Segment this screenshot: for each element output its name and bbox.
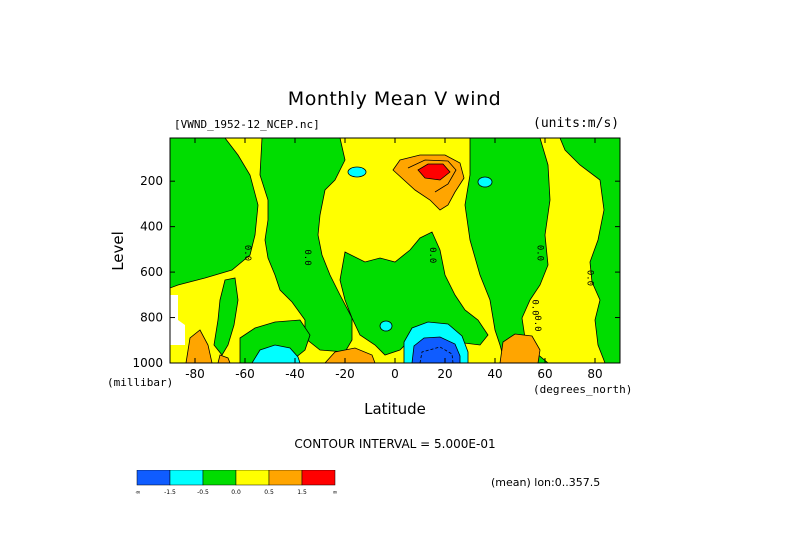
x-tick-label: 60 xyxy=(537,367,552,381)
x-tick-label: -80 xyxy=(185,367,205,381)
colorbar-tick-label: ∞ xyxy=(333,489,338,496)
colorbar-swatch xyxy=(136,470,171,486)
orange-patch xyxy=(499,333,541,363)
colorbar-swatch xyxy=(268,470,303,486)
chart-title: Monthly Mean V wind xyxy=(287,88,502,110)
x-axis-label: Latitude xyxy=(364,400,426,418)
cyan-pocket xyxy=(379,320,393,332)
contour-label: 0.0 xyxy=(532,315,542,331)
y-tick-label: 200 xyxy=(140,174,163,188)
colorbar-tick-label: 0.0 xyxy=(231,489,241,496)
contour-line xyxy=(419,346,454,363)
y-tick-label: 600 xyxy=(140,265,163,279)
contour-label: 0.0 xyxy=(585,270,595,286)
colorbar-tick-label: 1.5 xyxy=(297,489,307,496)
y-axis: 200 400 600 800 1000 xyxy=(132,174,620,370)
contour-label: 0.0 xyxy=(530,299,540,315)
y-tick-label: 800 xyxy=(140,311,163,325)
northward-jet-core xyxy=(417,163,451,181)
dataset-label: [VWND_1952-12_NCEP.nc] xyxy=(174,118,320,131)
y-tick-label: 400 xyxy=(140,220,163,234)
orange-patch xyxy=(324,347,376,363)
contour-label: 0.0 xyxy=(302,249,312,265)
x-units-label: (degrees_north) xyxy=(533,383,633,396)
x-tick-label: 20 xyxy=(437,367,452,381)
negative-region-arctic xyxy=(559,138,620,363)
mean-label: (mean) lon:0..357.5 xyxy=(491,476,601,489)
x-tick-label: -40 xyxy=(285,367,305,381)
x-tick-label: -60 xyxy=(235,367,255,381)
orange-patch xyxy=(185,329,213,363)
negative-region-sh xyxy=(170,138,259,289)
colorbar-tick-label: -0.5 xyxy=(197,489,209,496)
colorbar-tick-label: -∞ xyxy=(135,489,141,496)
missing-data xyxy=(170,295,185,345)
contour-label: 0.0 xyxy=(242,245,252,261)
filled-contours xyxy=(170,138,620,363)
cyan-pocket xyxy=(347,166,367,178)
colorbar-swatch xyxy=(169,470,204,486)
negative-region-eq xyxy=(339,231,489,356)
contour-label: 0.0 xyxy=(427,247,437,263)
colorbar-swatch xyxy=(202,470,237,486)
colorbar-swatch xyxy=(235,470,270,486)
contour-labels: 0.0 0.0 0.0 0.00.00.00.0 xyxy=(242,245,595,332)
y-tick-label: 1000 xyxy=(132,356,163,370)
x-tick-label: 0 xyxy=(391,367,399,381)
southward-jet-core xyxy=(411,336,461,363)
y-axis-label: Level xyxy=(109,231,127,271)
contour-line xyxy=(407,159,457,193)
cyan-pocket xyxy=(251,344,301,363)
orange-patch xyxy=(217,354,231,363)
colorbar-swatch xyxy=(301,470,336,486)
y-units-label: (millibar) xyxy=(107,376,174,389)
x-axis: -80 -60 -40 -20 0 20 40 60 80 xyxy=(185,138,603,381)
cyan-pocket xyxy=(477,176,493,188)
units-label: (units:m/s) xyxy=(533,116,620,131)
x-tick-label: -20 xyxy=(335,367,355,381)
x-tick-label: 40 xyxy=(487,367,502,381)
contour-label: 0.0 xyxy=(535,245,545,261)
colorbar-tick-label: -1.5 xyxy=(164,489,176,496)
negative-region-sh-low xyxy=(213,277,239,356)
colorbar: -∞ -1.5 -0.5 0.0 0.5 1.5 ∞ xyxy=(135,470,338,496)
colorbar-tick-label: 0.5 xyxy=(264,489,274,496)
x-tick-label: 80 xyxy=(587,367,602,381)
contour-interval-label: CONTOUR INTERVAL = 5.000E-01 xyxy=(294,437,496,451)
